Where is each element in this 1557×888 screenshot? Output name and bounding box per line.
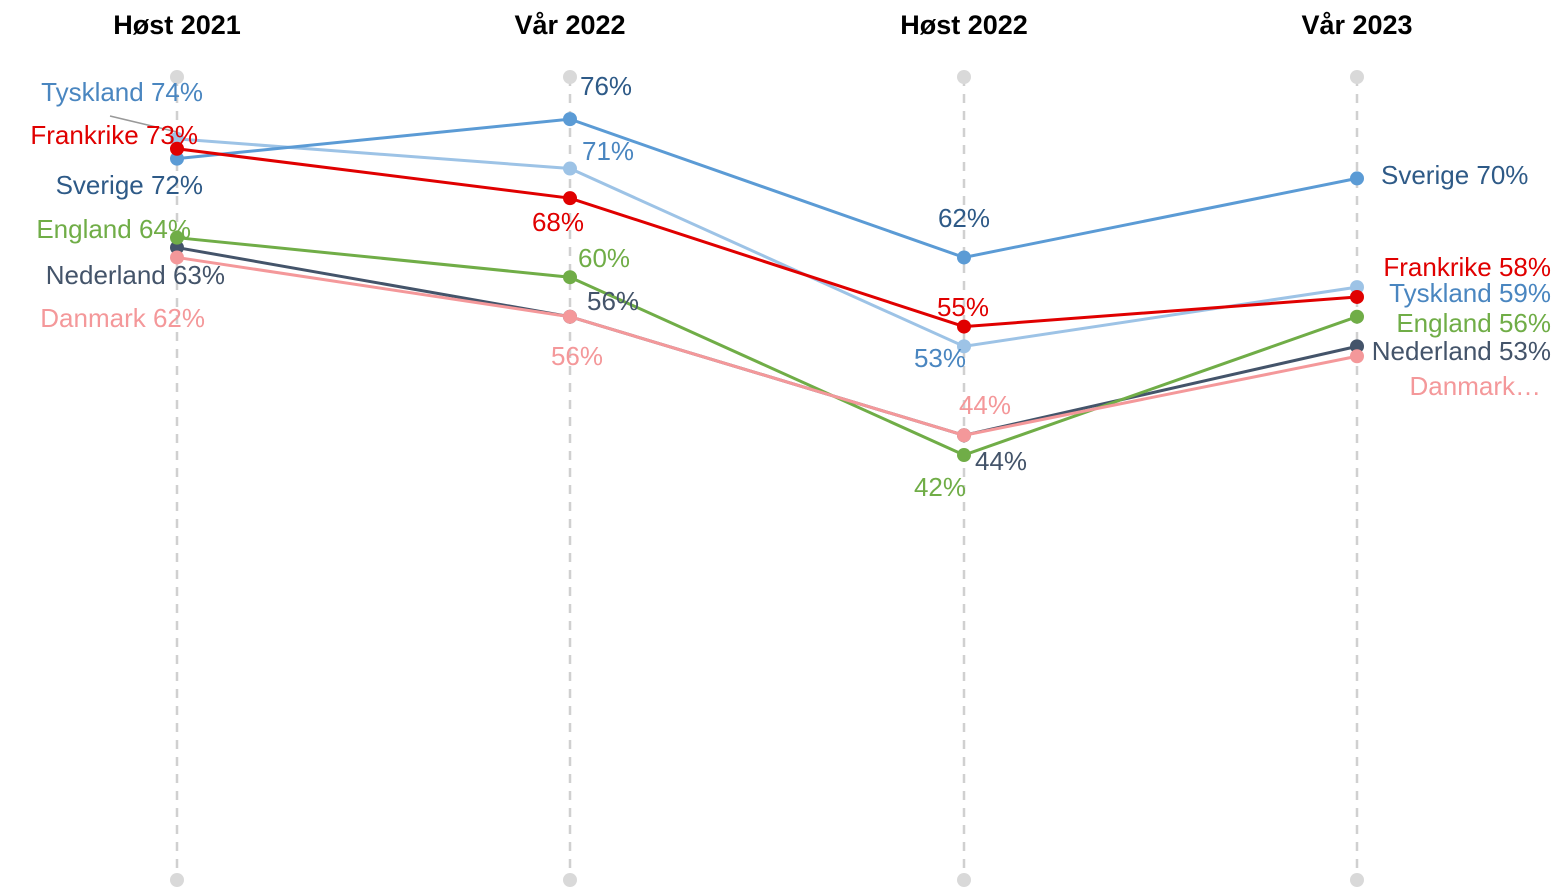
column-dot [170, 70, 184, 84]
value-label: Danmark 62% [40, 303, 205, 333]
value-label: England 56% [1396, 308, 1551, 338]
point [957, 428, 971, 443]
point [1350, 280, 1364, 295]
value-label: Danmark… [1410, 371, 1541, 401]
point [1350, 339, 1364, 354]
series-line [176, 246, 1358, 437]
point [563, 191, 577, 206]
point [563, 161, 577, 176]
x-tick-label: Vår 2023 [1301, 10, 1412, 40]
column-dot [170, 873, 184, 887]
point [170, 250, 184, 265]
series-line [176, 236, 1358, 457]
x-tick-label: Høst 2022 [900, 10, 1028, 40]
series-line [176, 137, 1358, 348]
series-line [176, 147, 1358, 329]
value-label: Frankrike 73% [30, 120, 198, 150]
point [1350, 349, 1364, 364]
value-label: 62% [938, 203, 990, 233]
point [563, 309, 577, 324]
value-label: 56% [551, 341, 603, 371]
value-label: 44% [959, 390, 1011, 420]
column-dot [563, 70, 577, 84]
point [170, 141, 184, 156]
x-tick-label: Høst 2021 [113, 10, 241, 40]
leader-line [109, 115, 178, 133]
column-dot [957, 873, 971, 887]
value-label: 60% [578, 243, 630, 273]
value-label: Nederland 63% [46, 260, 225, 290]
column-dot [1350, 70, 1364, 84]
point [563, 270, 577, 285]
value-label: Sverige 70% [1381, 160, 1528, 190]
point [170, 151, 184, 166]
column-dot [957, 70, 971, 84]
value-label: Nederland 53% [1372, 336, 1551, 366]
value-label: 68% [532, 207, 584, 237]
point [957, 339, 971, 354]
point [170, 240, 184, 255]
point [1350, 171, 1364, 186]
point [563, 112, 577, 127]
point [957, 448, 971, 463]
point [1350, 289, 1364, 304]
value-label: 55% [937, 292, 989, 322]
value-label: 42% [914, 472, 966, 502]
value-label: Tyskland 74% [41, 77, 203, 107]
point [1350, 309, 1364, 324]
column-dot [1350, 873, 1364, 887]
value-label: 56% [587, 286, 639, 316]
value-label: Sverige 72% [56, 170, 203, 200]
point [957, 319, 971, 334]
point [170, 230, 184, 245]
column-dot [563, 873, 577, 887]
value-label: 44% [975, 446, 1027, 476]
value-label: 71% [582, 136, 634, 166]
series-line [176, 117, 1358, 259]
value-label: 76% [580, 71, 632, 101]
value-label: England 64% [36, 214, 191, 244]
x-tick-label: Vår 2022 [514, 10, 625, 40]
point [957, 250, 971, 265]
series-line [176, 255, 1358, 437]
value-label: Frankrike 58% [1383, 252, 1551, 282]
value-label: Tyskland 59% [1389, 278, 1551, 308]
value-label: 53% [914, 343, 966, 373]
point [170, 131, 184, 146]
